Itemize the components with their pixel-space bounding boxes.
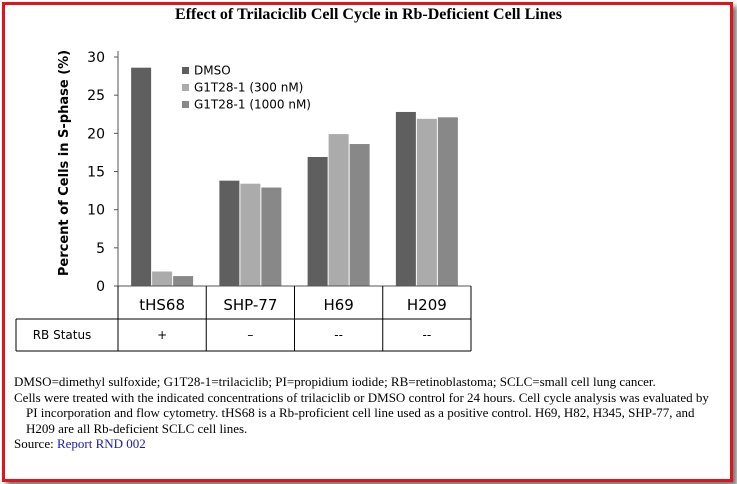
y-tick-label: 15: [87, 165, 105, 181]
chart-title: Effect of Trilaciclib Cell Cycle in Rb-D…: [175, 6, 562, 23]
y-tick-label: 0: [96, 279, 105, 295]
footnote-methods: Cells were treated with the indicated co…: [14, 389, 709, 436]
y-tick-label: 5: [96, 241, 105, 257]
footnotes: DMSO=dimethyl sulfoxide; G1T28-1=trilaci…: [14, 374, 719, 452]
legend: DMSO G1T28-1 (300 nM) G1T28-1 (1000 nM): [182, 64, 311, 112]
bar: [328, 134, 349, 286]
bar: [416, 118, 437, 286]
source-link[interactable]: Report RND 002: [56, 436, 146, 451]
legend-label: G1T28-1 (1000 nM): [194, 98, 311, 112]
x-category-label: SHP-77: [223, 296, 277, 314]
rb-status-label: RB Status: [33, 328, 92, 342]
bar: [349, 144, 370, 286]
x-category-label: H209: [407, 296, 447, 314]
legend-swatch: [182, 101, 189, 108]
bar: [307, 156, 328, 286]
x-category-label: tHS68: [139, 296, 185, 314]
y-tick-label: 30: [87, 50, 105, 66]
rb-status-value: --: [334, 328, 343, 342]
rb-status-table: RB Status + – -- --: [15, 318, 472, 352]
legend-swatch: [182, 67, 189, 74]
rb-status-value: --: [423, 328, 432, 342]
rb-status-value: –: [247, 328, 253, 342]
bar: [437, 117, 458, 286]
legend-swatch: [182, 84, 189, 91]
bar: [261, 187, 282, 286]
y-tick-label: 10: [87, 203, 105, 219]
y-axis-label: Percent of Cells in S-phase (%): [57, 50, 72, 276]
bar: [219, 180, 240, 286]
footnote-source: Source: Report RND 002: [14, 436, 719, 452]
rb-status-value: +: [157, 328, 167, 342]
chart: 0 5 10 15 20 25 30 tHS68 SHP-77 H69 H209 Percent o…: [15, 50, 472, 352]
bar: [173, 276, 194, 286]
bar: [240, 183, 261, 286]
footnote-abbreviations: DMSO=dimethyl sulfoxide; G1T28-1=trilaci…: [14, 374, 656, 389]
bar: [152, 271, 173, 286]
source-label: Source:: [14, 436, 54, 451]
legend-label: G1T28-1 (300 nM): [194, 81, 303, 95]
y-tick-label: 25: [87, 88, 105, 104]
x-category-label: H69: [323, 296, 353, 314]
bar: [395, 111, 416, 287]
bar: [131, 67, 152, 286]
y-tick-label: 20: [87, 126, 105, 142]
legend-label: DMSO: [194, 64, 231, 78]
